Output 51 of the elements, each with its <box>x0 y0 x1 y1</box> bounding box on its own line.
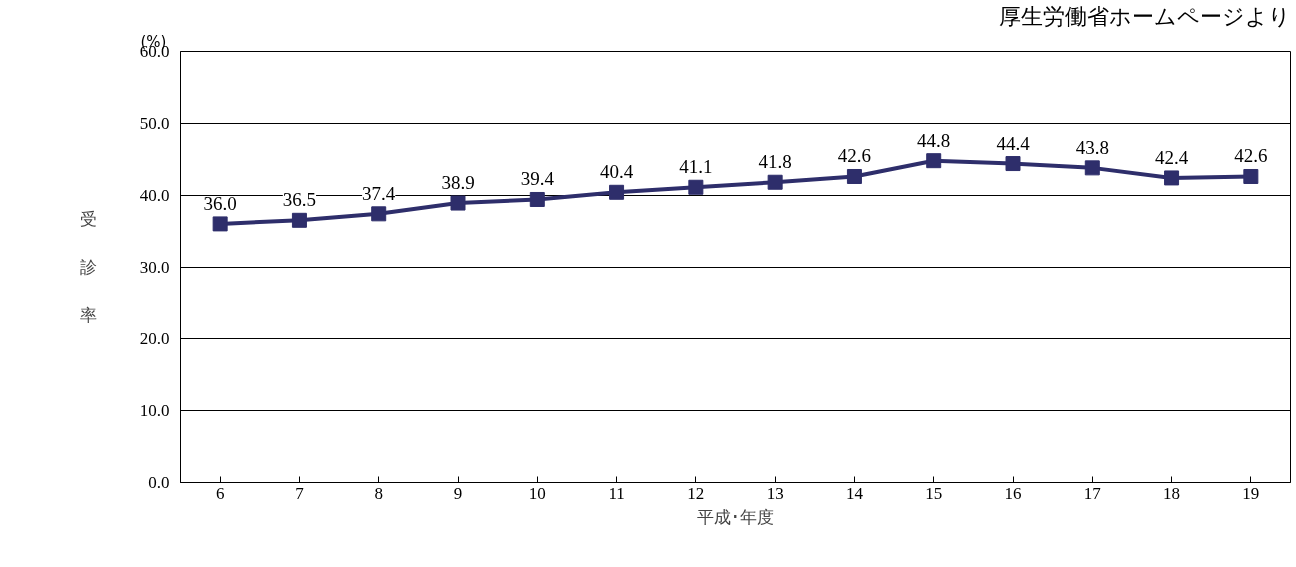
data-label: 37.4 <box>362 182 396 204</box>
data-label: 38.9 <box>441 172 475 194</box>
x-tick-label: 9 <box>453 483 463 503</box>
y-tick-label: 50.0 <box>139 113 170 133</box>
point <box>926 153 942 169</box>
x-tick-label: 11 <box>608 483 625 503</box>
data-label: 42.6 <box>837 145 872 167</box>
y-tick-label: 20.0 <box>139 329 170 349</box>
y-tick-label: 0.0 <box>148 473 170 492</box>
x-tick-label: 6 <box>215 483 225 503</box>
data-label: 41.8 <box>758 151 792 173</box>
point <box>688 179 704 195</box>
data-label: 42.4 <box>1154 146 1189 168</box>
x-tick-label: 19 <box>1242 483 1260 503</box>
x-tick-label: 7 <box>295 483 305 503</box>
data-label: 40.4 <box>599 161 634 183</box>
x-tick-label: 14 <box>845 483 864 503</box>
x-tick-label: 18 <box>1163 483 1181 503</box>
data-label: 44.8 <box>917 129 951 151</box>
x-tick-label: 12 <box>687 483 705 503</box>
point <box>371 206 387 222</box>
data-label: 44.4 <box>996 132 1031 154</box>
x-tick-label: 17 <box>1083 483 1102 503</box>
x-tick-label: 10 <box>528 483 546 503</box>
point <box>767 174 783 190</box>
y-tick-label: 40.0 <box>139 185 170 205</box>
data-label: 36.5 <box>282 189 317 211</box>
data-label: 36.0 <box>203 192 237 214</box>
point <box>609 184 625 200</box>
x-tick-label: 15 <box>925 483 943 503</box>
data-label: 42.6 <box>1234 145 1268 167</box>
point <box>212 216 228 232</box>
x-tick-label: 8 <box>374 483 383 503</box>
y-tick-label: 30.0 <box>139 257 170 277</box>
point <box>450 195 466 211</box>
text: 厚生労働省ホームページより <box>998 3 1291 29</box>
point <box>1243 168 1259 184</box>
x-axis-title: 平成･年度 <box>697 506 774 527</box>
x-tick-label: 16 <box>1004 483 1022 503</box>
data-label: 41.1 <box>679 156 713 178</box>
point <box>291 212 307 228</box>
y-tick-label: 10.0 <box>139 401 170 421</box>
text: 受診率 <box>79 209 97 325</box>
x-tick-label: 13 <box>766 483 784 503</box>
point <box>1164 170 1180 186</box>
point <box>529 191 545 207</box>
point <box>1005 156 1021 172</box>
point <box>846 168 862 184</box>
data-label: 39.4 <box>520 168 555 190</box>
data-label: 43.8 <box>1075 136 1109 158</box>
point <box>1084 160 1100 176</box>
